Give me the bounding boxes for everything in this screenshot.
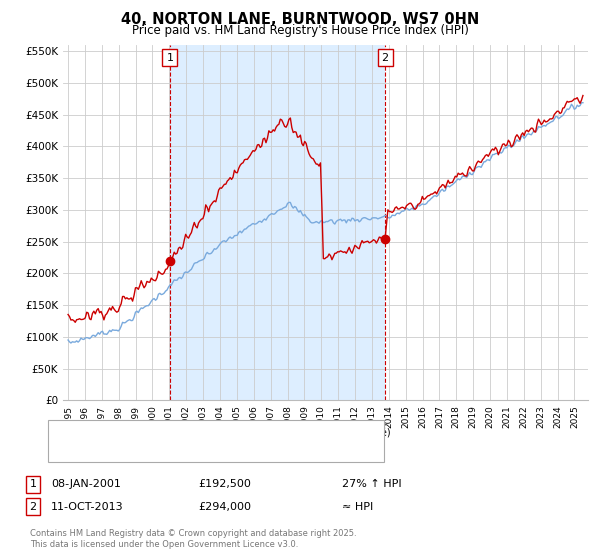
Text: 08-JAN-2001: 08-JAN-2001 — [51, 479, 121, 489]
Text: 1: 1 — [166, 53, 173, 63]
Text: £192,500: £192,500 — [198, 479, 251, 489]
Text: HPI: Average price, detached house, Lichfield: HPI: Average price, detached house, Lich… — [87, 446, 309, 456]
Text: ≈ HPI: ≈ HPI — [342, 502, 373, 512]
Text: 40, NORTON LANE, BURNTWOOD, WS7 0HN (detached house): 40, NORTON LANE, BURNTWOOD, WS7 0HN (det… — [87, 428, 391, 437]
Text: 27% ↑ HPI: 27% ↑ HPI — [342, 479, 401, 489]
Text: £294,000: £294,000 — [198, 502, 251, 512]
Text: Price paid vs. HM Land Registry's House Price Index (HPI): Price paid vs. HM Land Registry's House … — [131, 24, 469, 37]
Text: Contains HM Land Registry data © Crown copyright and database right 2025.
This d: Contains HM Land Registry data © Crown c… — [30, 529, 356, 549]
Text: 2: 2 — [382, 53, 389, 63]
Text: 1: 1 — [29, 479, 37, 489]
Text: 40, NORTON LANE, BURNTWOOD, WS7 0HN: 40, NORTON LANE, BURNTWOOD, WS7 0HN — [121, 12, 479, 27]
Text: 2: 2 — [29, 502, 37, 512]
Text: 11-OCT-2013: 11-OCT-2013 — [51, 502, 124, 512]
Bar — [170, 45, 385, 400]
